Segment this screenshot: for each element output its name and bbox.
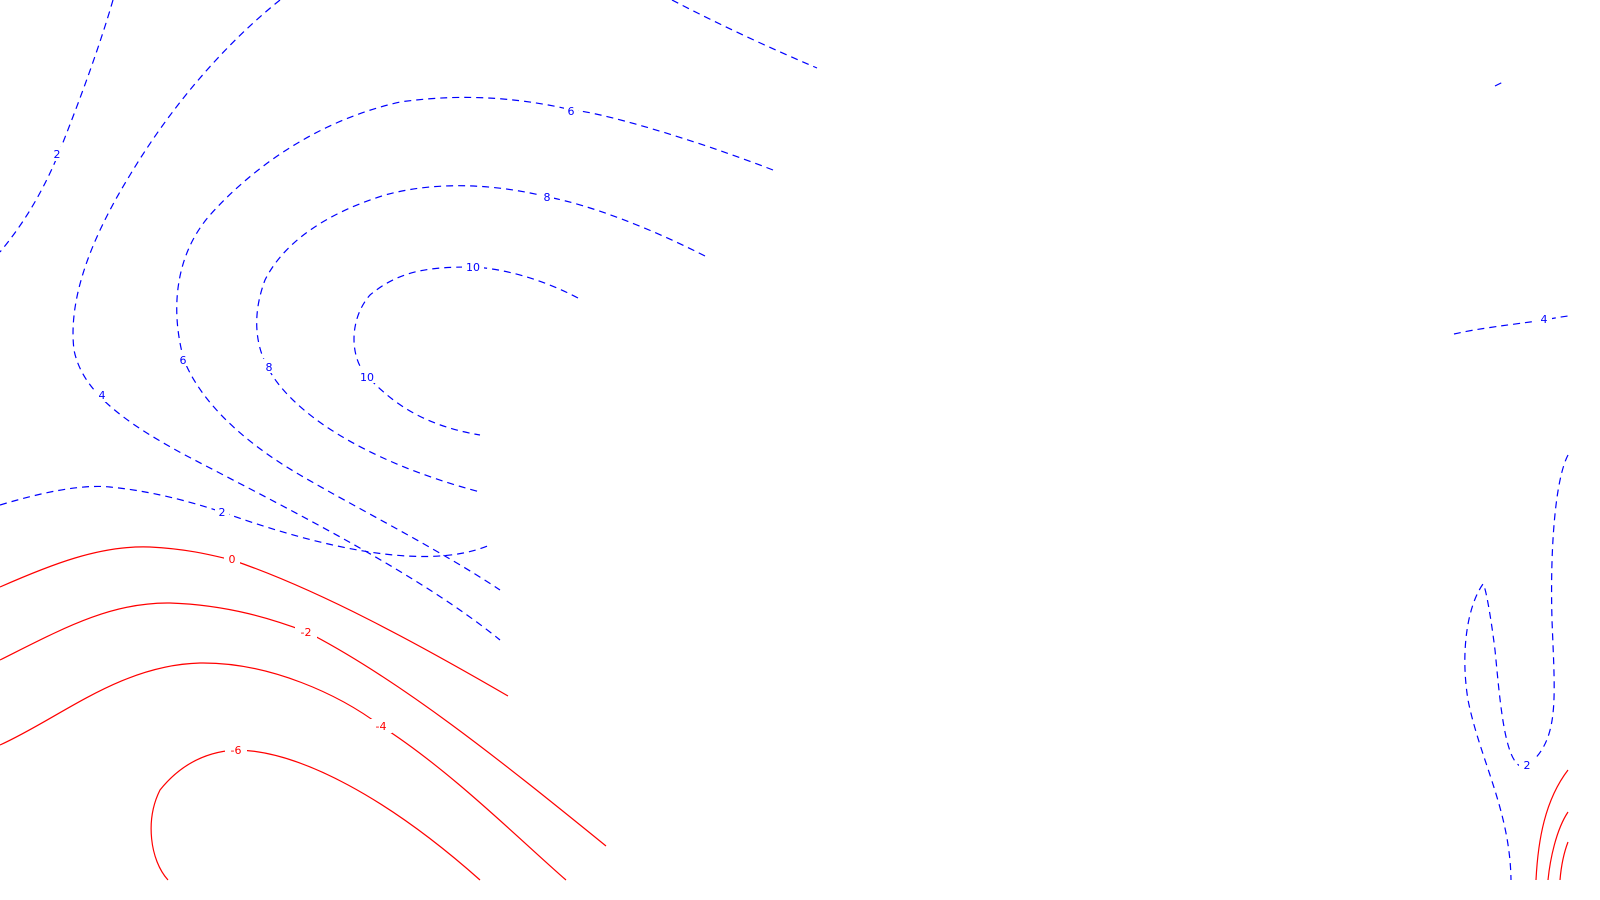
contour-line-minus-6 (150, 749, 481, 881)
contour-line-2-upper (0, 0, 114, 253)
contour-label-minus-4: -4 (376, 720, 387, 733)
contour-label-6-left: 6 (180, 354, 187, 367)
contour-line-upper-right-edge (671, 0, 818, 69)
contour-label-minus-2: -2 (301, 626, 312, 639)
contour-line-4-main (72, 0, 501, 641)
contour-line-2-middle (0, 485, 491, 558)
contour-label-2-middle: 2 (219, 506, 226, 519)
negative-contours (0, 546, 1569, 881)
contour-line-small-segment (1494, 81, 1504, 87)
contour-line-minus-2 (0, 602, 607, 847)
contour-label-4: 4 (99, 389, 106, 402)
contour-line-10-main (353, 266, 579, 436)
contour-line-4-right (1453, 315, 1569, 335)
contour-label-0: 0 (229, 553, 236, 566)
contour-line-8-main (256, 185, 706, 493)
contour-line-right-red-3 (1559, 841, 1569, 881)
contour-label-6-top: 6 (568, 105, 575, 118)
contour-label-10-top: 10 (466, 261, 480, 274)
contour-label-10-left: 10 (360, 371, 374, 384)
contour-label-2-right: 2 (1524, 759, 1531, 772)
contour-label-minus-6: -6 (231, 744, 242, 757)
contour-line-0 (0, 546, 509, 697)
contour-line-right-red-2 (1547, 811, 1569, 881)
contour-label-2-upper: 2 (54, 148, 61, 161)
contour-line-6-main (176, 96, 774, 591)
contour-line-2-right (1464, 454, 1569, 881)
contour-label-8-top: 8 (544, 191, 551, 204)
contour-line-minus-4 (0, 662, 567, 881)
contour-label-4-right: 4 (1541, 313, 1548, 326)
contour-line-right-red-1 (1535, 769, 1569, 881)
contour-labels: 2 4 6 8 10 6 8 10 2 0 -2 -4 -6 4 2 (50, 104, 1552, 772)
contour-label-8-left: 8 (266, 361, 273, 374)
